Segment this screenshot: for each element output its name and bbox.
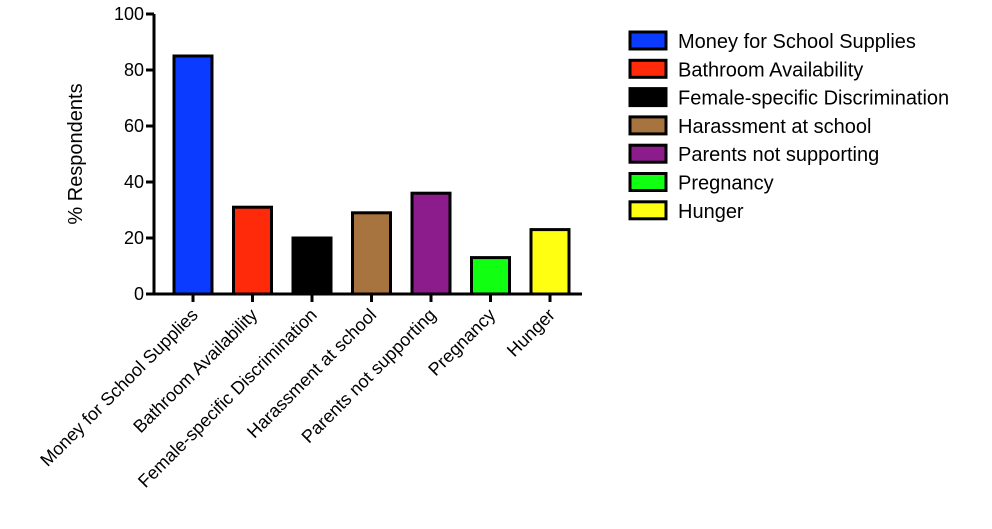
legend-swatch <box>628 115 668 136</box>
bar-0 <box>172 54 214 296</box>
legend-swatch <box>628 200 668 221</box>
legend-label: Bathroom Availability <box>678 59 863 81</box>
legend-swatch <box>628 143 668 164</box>
legend-swatch <box>628 30 668 51</box>
legend-label: Harassment at school <box>678 116 871 138</box>
bar-3 <box>351 211 392 296</box>
legend-swatch <box>628 87 668 108</box>
y-tick-label: 40 <box>124 172 144 192</box>
legend-label: Hunger <box>678 201 744 223</box>
y-tick-label: 60 <box>124 116 144 136</box>
y-tick-label: 100 <box>114 4 144 24</box>
bar-1 <box>232 205 273 296</box>
legend: Money for School Supplies Bathroom Availa… <box>628 30 949 223</box>
bars-group <box>172 54 571 296</box>
legend-swatch <box>628 58 668 79</box>
y-ticks-group: 0 20 40 60 80 100 <box>114 4 154 304</box>
y-tick-label: 0 <box>134 284 144 304</box>
bar-6 <box>529 228 571 296</box>
x-tick-label: Hunger <box>503 305 559 361</box>
bar-2 <box>291 236 333 296</box>
legend-label: Parents not supporting <box>678 144 879 166</box>
legend-label: Pregnancy <box>678 173 774 195</box>
y-tick-label: 20 <box>124 228 144 248</box>
y-axis-title: % Respondents <box>65 83 87 224</box>
legend-label: Female-specific Discrimination <box>678 88 949 110</box>
axes-group <box>152 14 582 296</box>
bar-4 <box>410 191 452 296</box>
bar-5 <box>470 256 511 296</box>
legend-swatch <box>628 172 668 192</box>
legend-label: Money for School Supplies <box>678 31 916 53</box>
y-tick-label: 80 <box>124 60 144 80</box>
